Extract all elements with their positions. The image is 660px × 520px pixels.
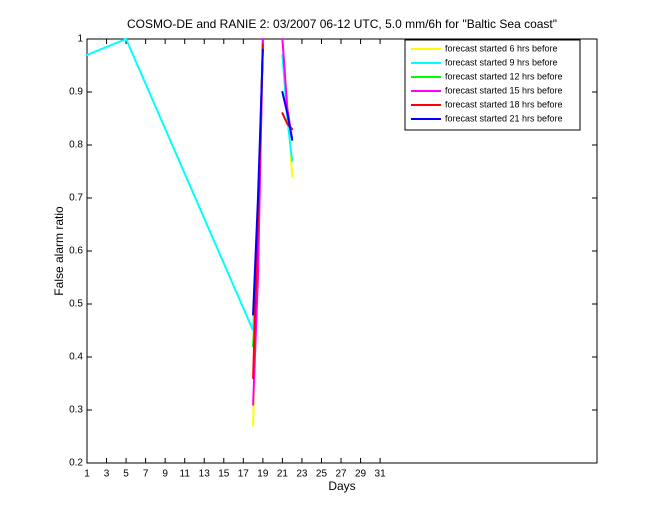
y-axis-label: False alarm ratio bbox=[52, 206, 66, 296]
x-tick-label: 11 bbox=[180, 469, 191, 480]
series-line bbox=[252, 48, 294, 316]
legend-label: forecast started 12 hrs before bbox=[445, 71, 563, 81]
x-tick-label: 9 bbox=[162, 469, 168, 480]
x-tick-label: 7 bbox=[143, 469, 149, 480]
y-tick-label: 0.9 bbox=[69, 87, 83, 98]
legend-label: forecast started 15 hrs before bbox=[445, 85, 563, 95]
x-tick-label: 29 bbox=[355, 469, 367, 480]
x-tick-label: 1 bbox=[84, 469, 90, 480]
x-tick-label: 17 bbox=[238, 469, 250, 480]
y-tick-label: 0.2 bbox=[69, 458, 83, 469]
x-tick-label: 21 bbox=[277, 469, 289, 480]
y-tick-label: 0.6 bbox=[69, 246, 83, 257]
x-tick-label: 13 bbox=[199, 469, 211, 480]
x-tick-label: 15 bbox=[218, 469, 230, 480]
series-line bbox=[252, 38, 294, 406]
legend-box bbox=[404, 39, 581, 131]
legend-label: forecast started 6 hrs before bbox=[445, 43, 558, 53]
x-tick-label: 27 bbox=[335, 469, 347, 480]
legend-label: forecast started 21 hrs before bbox=[445, 113, 563, 123]
y-tick-label: 0.4 bbox=[69, 352, 83, 363]
y-tick-label: 0.3 bbox=[69, 405, 83, 416]
x-tick-label: 5 bbox=[123, 469, 129, 480]
x-tick-label: 31 bbox=[375, 469, 387, 480]
x-tick-label: 19 bbox=[257, 469, 269, 480]
y-tick-label: 0.5 bbox=[69, 299, 83, 310]
x-tick-label: 23 bbox=[296, 469, 308, 480]
x-tick-label: 25 bbox=[316, 469, 328, 480]
y-tick-label: 0.7 bbox=[69, 193, 83, 204]
x-axis-label: Days bbox=[328, 479, 355, 493]
chart-title: COSMO-DE and RANIE 2: 03/2007 06-12 UTC,… bbox=[127, 17, 557, 31]
y-tick-label: 0.8 bbox=[69, 140, 83, 151]
y-tick-label: 1 bbox=[77, 34, 83, 45]
x-tick-label: 3 bbox=[104, 469, 110, 480]
legend-label: forecast started 18 hrs before bbox=[445, 99, 563, 109]
legend-label: forecast started 9 hrs before bbox=[445, 57, 558, 67]
